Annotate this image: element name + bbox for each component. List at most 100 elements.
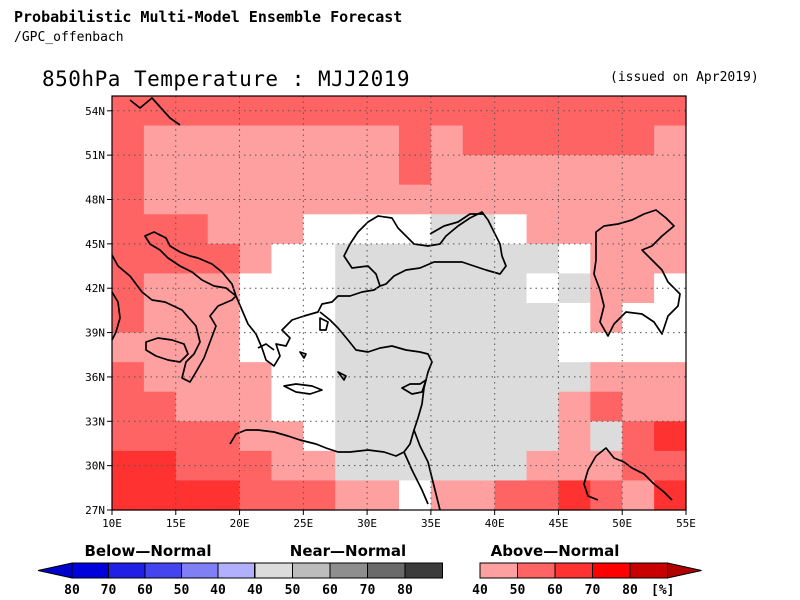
grid-cell [558, 125, 591, 156]
grid-cell [590, 184, 623, 215]
grid-cell [112, 450, 145, 482]
lon-tick-label: 50E [612, 517, 632, 530]
grid-cell [335, 96, 368, 127]
colorbar-segment [629, 562, 668, 579]
grid-cell [654, 362, 687, 393]
colorbar-segment [71, 562, 109, 579]
grid-cell [430, 421, 464, 452]
grid-cell [112, 480, 145, 511]
grid-cell [654, 273, 687, 304]
grid-cell [175, 125, 209, 156]
grid-cell [143, 421, 177, 452]
grid-cell [526, 303, 560, 334]
grid-cell [303, 155, 336, 186]
grid-cell [175, 480, 209, 511]
grid-cell [207, 125, 241, 156]
grid-cell [590, 332, 623, 363]
colorbar-legend: Below—Normal Near—Normal Above—Normal 80… [37, 542, 702, 598]
grid-cell [494, 214, 528, 245]
grid-cell [239, 391, 273, 422]
grid-cell [112, 243, 145, 275]
grid-cell [175, 96, 209, 127]
lon-tick-label: 45E [549, 517, 569, 530]
product-title: Probabilistic Multi-Model Ensemble Forec… [14, 8, 403, 26]
grid-cell [462, 480, 496, 511]
grid-cell [558, 421, 591, 452]
colorbar-arrow [667, 562, 702, 579]
grid-cell [112, 155, 145, 186]
crete-coast [283, 383, 323, 395]
grid-cell [558, 332, 591, 363]
grid-cell [654, 303, 687, 334]
grid-cell [430, 125, 464, 156]
grid-cell [399, 480, 432, 511]
grid-cell [207, 362, 241, 393]
grid-cell [239, 155, 273, 186]
source-label: /GPC_offenbach [14, 30, 124, 45]
grid-cell [558, 480, 591, 511]
grid-cell [175, 155, 209, 186]
grid-cell [335, 273, 368, 304]
colorbar-tick-label: 70 [585, 583, 601, 598]
grid-cell [271, 243, 304, 275]
grid-cell [494, 450, 528, 482]
grid-cell [526, 243, 560, 275]
grid-cell [271, 391, 304, 422]
grid-cell [335, 184, 368, 215]
grid-cell [590, 96, 623, 127]
graticule [112, 96, 686, 510]
lat-tick-label: 39N [85, 327, 105, 340]
red-sea-coast [403, 429, 441, 511]
grid-cell [430, 391, 464, 422]
grid-cell [175, 303, 209, 334]
grid-cell [335, 421, 368, 452]
grid-cell [239, 214, 273, 245]
grid-cell [303, 273, 336, 304]
grid-cell [462, 332, 496, 363]
colorbar-tick-label: 60 [322, 583, 338, 598]
grid-cell [526, 273, 560, 304]
map-title: 850hPa Temperature : MJJ2019 [42, 67, 411, 91]
coastlines [111, 97, 681, 511]
grid-cell [207, 96, 241, 127]
grid-cell [335, 332, 368, 363]
grid-cell [558, 214, 591, 245]
grid-cell [271, 125, 304, 156]
below-normal-colorbar: 80 70 60 50 40 [37, 562, 255, 598]
grid-cell [143, 273, 177, 304]
grid-cell [590, 450, 623, 482]
grid-cell [622, 273, 655, 304]
grid-cell [654, 332, 687, 363]
colorbar-tick-label: 40 [210, 583, 226, 598]
grid-cell [303, 125, 336, 156]
map-frame [111, 95, 687, 511]
grid-cell [143, 155, 177, 186]
grid-cell [143, 450, 177, 482]
grid-cell [271, 214, 304, 245]
lon-tick-label: 35E [421, 517, 441, 530]
grid-cell [526, 125, 560, 156]
grid-cell [367, 421, 400, 452]
colorbar-tick-label: 60 [137, 583, 153, 598]
grid-cell [367, 125, 400, 156]
grid-cell [430, 96, 464, 127]
grid-cell [462, 125, 496, 156]
grid-cell [494, 480, 528, 511]
grid-cell [335, 362, 368, 393]
italy-coast [111, 97, 237, 383]
grid-cell [622, 214, 655, 245]
grid-cell [175, 184, 209, 215]
grid-cell [654, 421, 687, 452]
grid-cell [175, 421, 209, 452]
grid-cell [526, 421, 560, 452]
grid-cell [399, 155, 432, 186]
colorbar-segment [592, 562, 631, 579]
grid-cell [622, 243, 655, 275]
grid-cell [175, 391, 209, 422]
grid-cell [207, 450, 241, 482]
grid-cell [430, 362, 464, 393]
grid-cell [143, 214, 177, 245]
grid-cell [430, 303, 464, 334]
grid-cell [271, 96, 304, 127]
axis-ticks: 10E 15E 20E 25E 30E 35E 40E 45E 50E 55E 54N 51N 48N 4… [85, 105, 696, 530]
